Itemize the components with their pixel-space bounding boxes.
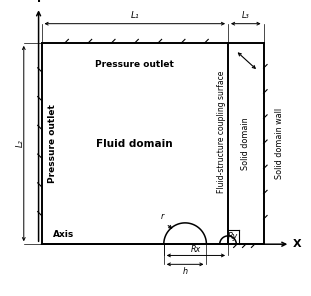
- Text: L₁: L₁: [131, 11, 139, 20]
- Text: Solid domain: Solid domain: [241, 117, 250, 170]
- Text: L₃: L₃: [242, 11, 250, 20]
- Text: Fluid domain: Fluid domain: [96, 139, 173, 149]
- Text: Pressure outlet: Pressure outlet: [95, 60, 174, 69]
- Text: Axis: Axis: [53, 230, 74, 239]
- Text: X: X: [293, 239, 302, 249]
- Text: Rx: Rx: [191, 245, 201, 254]
- Text: Fluid-structure coupling surface: Fluid-structure coupling surface: [217, 70, 226, 193]
- Text: r: r: [161, 212, 165, 221]
- Text: Solid domain wall: Solid domain wall: [275, 108, 284, 179]
- Text: Pressure outlet: Pressure outlet: [48, 104, 57, 183]
- Text: h: h: [183, 267, 188, 276]
- Text: L₂: L₂: [16, 140, 25, 147]
- Text: Ry: Ry: [228, 232, 238, 241]
- Text: Y: Y: [35, 0, 43, 4]
